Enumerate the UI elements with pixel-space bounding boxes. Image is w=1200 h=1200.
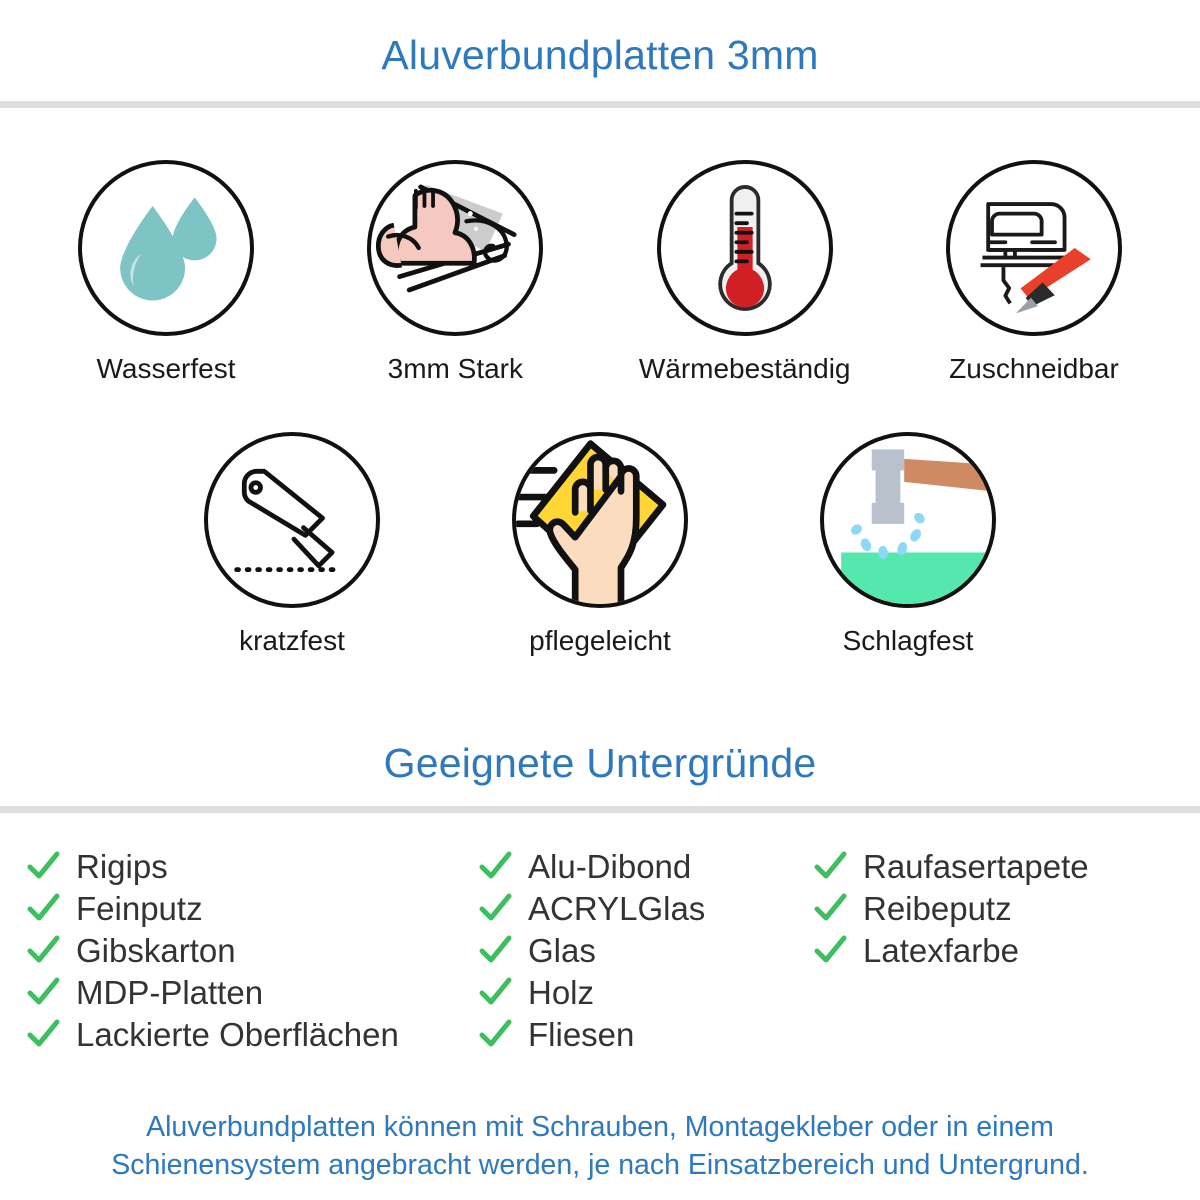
hammer-impact-icon [820, 432, 996, 608]
thermometer-icon [656, 160, 833, 336]
footer-note: Aluverbundplatten können mit Schrauben, … [0, 1108, 1200, 1184]
divider-top [0, 101, 1200, 108]
feature-label: Wasserfest [96, 353, 236, 384]
feature-waermebestaendig: Wärmebeständig [627, 160, 863, 385]
check-icon [478, 1017, 512, 1051]
check-icon [478, 975, 512, 1009]
feature-label: 3mm Stark [387, 353, 523, 384]
substrate-column-3: Raufasertapete Reibeputz Latexfarbe [813, 845, 1200, 1055]
feature-label: kratzfest [239, 625, 345, 656]
check-icon [26, 975, 60, 1009]
feature-3mm-stark: 3mm Stark [337, 160, 573, 385]
list-item: Gibskarton [26, 929, 478, 971]
list-item: Raufasertapete [813, 845, 1200, 887]
utility-knife-icon [204, 432, 380, 608]
feature-label: Schlagfest [842, 625, 974, 656]
list-item: Fliesen [478, 1013, 813, 1055]
divider-middle [0, 806, 1200, 813]
list-item: Alu-Dibond [478, 845, 813, 887]
check-icon [26, 891, 60, 925]
substrate-label: MDP-Platten [76, 973, 264, 1011]
substrate-label: Alu-Dibond [528, 847, 692, 885]
substrate-label: Rigips [76, 847, 168, 885]
list-item: Latexfarbe [813, 929, 1200, 971]
check-icon [26, 933, 60, 967]
substrate-column-2: Alu-Dibond ACRYLGlas Glas Holz Fliesen [478, 845, 813, 1055]
substrate-label: Raufasertapete [863, 847, 1089, 885]
list-item: Lackierte Oberflächen [26, 1013, 478, 1055]
check-icon [26, 849, 60, 883]
footer-note-line-1: Aluverbundplatten können mit Schrauben, … [146, 1111, 1054, 1143]
feature-row-bottom: kratzfest pflegeleicht [0, 432, 1200, 657]
feature-kratzfest: kratzfest [174, 432, 410, 657]
substrate-label: Fliesen [528, 1015, 635, 1053]
substrate-label: Reibeputz [863, 889, 1012, 927]
substrate-list: Rigips Feinputz Gibskarton MDP-Platten L… [0, 845, 1200, 1055]
list-item: Glas [478, 929, 813, 971]
page-title: Aluverbundplatten 3mm [381, 32, 819, 78]
feature-row-top: Wasserfest 3mm Stark [0, 160, 1200, 385]
list-item: Holz [478, 971, 813, 1013]
check-icon [813, 849, 847, 883]
list-item: Feinputz [26, 887, 478, 929]
list-item: ACRYLGlas [478, 887, 813, 929]
feature-label: Zuschneidbar [949, 353, 1119, 384]
substrate-label: Latexfarbe [863, 931, 1019, 969]
substrate-label: Lackierte Oberflächen [76, 1015, 399, 1053]
flexing-arm-icon [367, 160, 544, 336]
check-icon [478, 891, 512, 925]
feature-pflegeleicht: pflegeleicht [482, 432, 718, 657]
footer-note-line-2: Schienensystem angebracht werden, je nac… [111, 1149, 1089, 1181]
substrates-heading: Geeignete Untergründe [383, 740, 817, 786]
feature-zuschneidbar: Zuschneidbar [916, 160, 1152, 385]
substrate-label: Glas [528, 931, 596, 969]
substrate-label: Feinputz [76, 889, 203, 927]
check-icon [478, 933, 512, 967]
check-icon [478, 849, 512, 883]
feature-label: pflegeleicht [529, 625, 671, 656]
substrate-label: Holz [528, 973, 595, 1011]
list-item: Reibeputz [813, 887, 1200, 929]
check-icon [813, 891, 847, 925]
check-icon [26, 1017, 60, 1051]
feature-label: Wärmebeständig [638, 353, 851, 384]
check-icon [813, 933, 847, 967]
substrate-column-1: Rigips Feinputz Gibskarton MDP-Platten L… [0, 845, 478, 1055]
list-item: Rigips [26, 845, 478, 887]
jigsaw-cutter-icon [945, 160, 1122, 336]
list-item: MDP-Platten [26, 971, 478, 1013]
substrate-label: Gibskarton [76, 931, 236, 969]
feature-wasserfest: Wasserfest [48, 160, 284, 385]
feature-schlagfest: Schlagfest [790, 432, 1026, 657]
substrate-label: ACRYLGlas [528, 889, 706, 927]
water-drops-icon [78, 160, 254, 336]
wiping-hand-cloth-icon [512, 432, 688, 608]
